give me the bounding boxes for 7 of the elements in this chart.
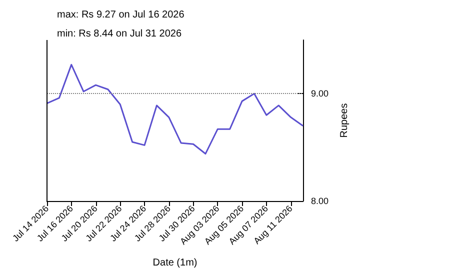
chart-subtitle: min: Rs 8.44 on Jul 31 2026: [57, 28, 182, 40]
y-axis-title: Rupees: [338, 103, 350, 138]
y-tick-label: 8.00: [311, 196, 329, 206]
x-axis-title: Date (1m): [152, 258, 198, 268]
y-tick-label: 9.00: [311, 88, 329, 99]
line-series: [46, 64, 304, 155]
chart-title: max: Rs 9.27 on Jul 16 2026: [57, 10, 185, 20]
